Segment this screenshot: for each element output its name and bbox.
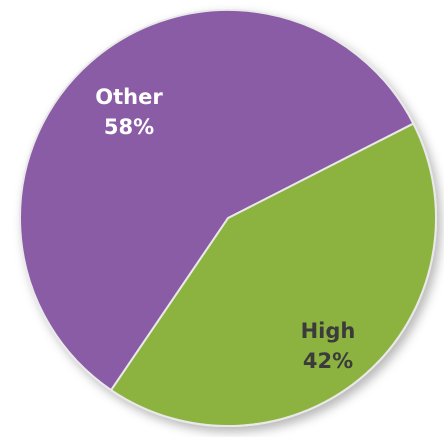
slice-label-other: Other xyxy=(95,85,163,109)
pie-labels: High 42% Other 58% xyxy=(95,85,355,373)
pie-slice-high xyxy=(109,122,437,427)
slice-value-other: 58% xyxy=(104,115,154,139)
pie-slices xyxy=(19,9,437,427)
slice-value-high: 42% xyxy=(303,349,353,373)
slice-label-high: High xyxy=(301,319,356,343)
pie-slice-other xyxy=(19,9,415,392)
